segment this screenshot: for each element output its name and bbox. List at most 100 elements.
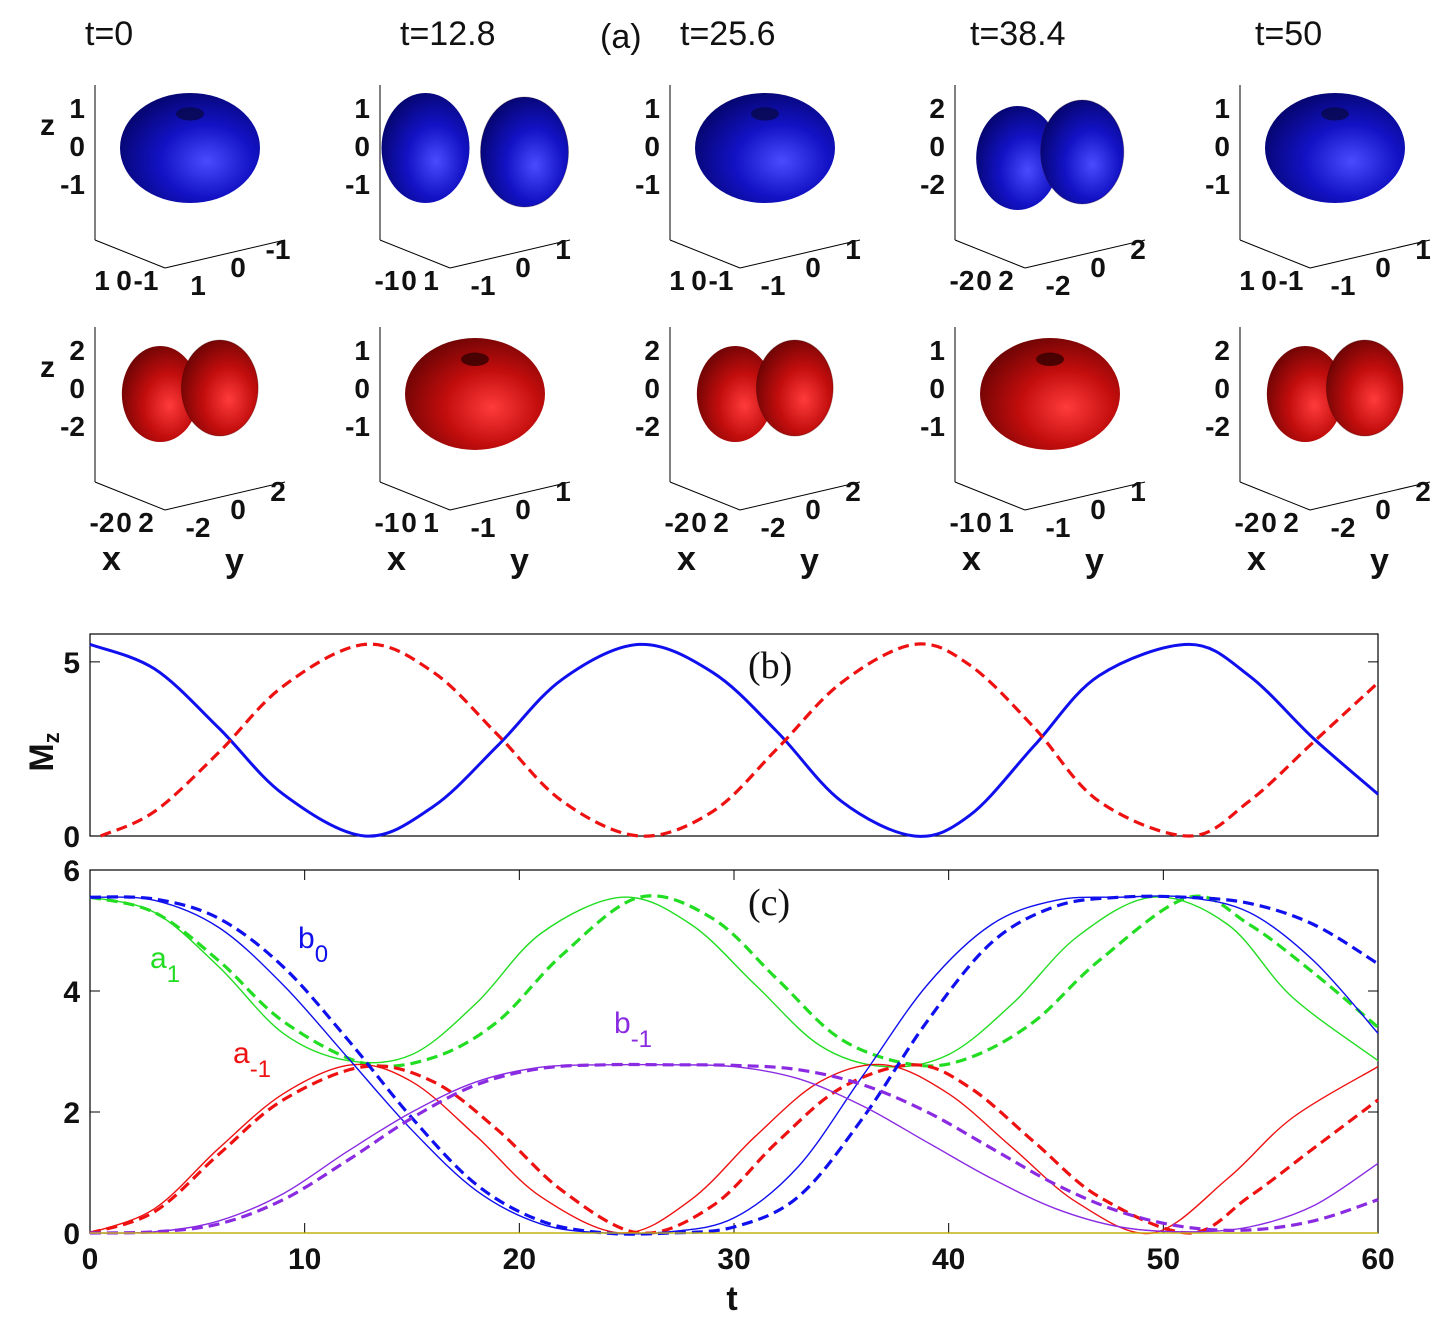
- x-axis-line: [669, 481, 741, 511]
- y-tick-label: 0: [230, 494, 246, 525]
- curve-label-3: b-1: [614, 1007, 652, 1053]
- z-tick-label: 0: [354, 373, 370, 404]
- z-tick-label: 0: [929, 373, 945, 404]
- x-tick-label: 2: [138, 507, 154, 538]
- snapshot-time-1: t=12.8: [400, 15, 495, 53]
- snapshot-row1-1: 10-1-1 0 1 -101: [345, 85, 571, 301]
- y-tick-label: 0: [1375, 252, 1391, 283]
- z-tick-label: -1: [635, 169, 660, 200]
- lobe-isosurface-left: [121, 346, 199, 442]
- x-tick-label: 1: [669, 265, 685, 296]
- y-tick-label: 2: [63, 1097, 80, 1130]
- x-tick-label: -1: [1279, 265, 1304, 296]
- x-tick-label: 1: [94, 265, 110, 296]
- series-line-1: [100, 642, 1380, 838]
- x-tick-label: 2: [1283, 507, 1299, 538]
- x-tick-label: 0: [1261, 507, 1277, 538]
- x-axis-line: [954, 239, 1026, 269]
- y-axis-line: [164, 481, 286, 511]
- curve-label-sub: -1: [250, 1056, 271, 1083]
- x-axis-line: [94, 239, 166, 269]
- panel-b-frame: [89, 633, 1379, 837]
- snapshot-time-2: t=25.6: [680, 15, 775, 53]
- lobe-isosurface-right: [1040, 99, 1125, 205]
- curve-label-main: b: [614, 1007, 631, 1040]
- x-tick-label: -1: [134, 265, 159, 296]
- curve-label-sub: 0: [315, 941, 328, 968]
- panel-c-xlabel: t: [726, 1280, 737, 1318]
- curve-label-2: a-1: [233, 1037, 271, 1083]
- y-tick-label: -1: [761, 270, 786, 301]
- y-tick-label: -2: [186, 512, 211, 543]
- series-line-2: [89, 1063, 1379, 1235]
- y-axis-line: [1024, 239, 1146, 269]
- x-tick-label: 2: [998, 265, 1014, 296]
- z-tick-label: -1: [345, 411, 370, 442]
- z-tick-label: 2: [644, 335, 660, 366]
- lobe-isosurface-right: [480, 96, 569, 208]
- y-tick-label: 0: [1375, 494, 1391, 525]
- panel-b-ylabel-sub: z: [39, 732, 64, 743]
- x-tick-label: 0: [116, 507, 132, 538]
- x-axis-line: [1239, 481, 1311, 511]
- x-tick-label: 30: [717, 1243, 750, 1276]
- y-tick-label: 0: [1090, 494, 1106, 525]
- series-line-7: [89, 1062, 1379, 1235]
- y-tick-label: 6: [63, 855, 80, 888]
- torus-hole: [1321, 107, 1349, 121]
- y-axis-line: [1309, 481, 1431, 511]
- snapshot-row1-4: 10-11 0 -1 -101: [1205, 85, 1431, 301]
- z-tick-label: 1: [644, 93, 660, 124]
- x-tick-label: -1: [709, 265, 734, 296]
- z-tick-label: -2: [635, 411, 660, 442]
- x-axis-name: x: [102, 540, 121, 578]
- y-tick-label: 0: [805, 494, 821, 525]
- x-tick-label: 1: [1239, 265, 1255, 296]
- y-tick-label: 1: [845, 234, 861, 265]
- y-axis-line: [164, 239, 286, 269]
- y-tick-label: 0: [63, 1218, 80, 1251]
- z-tick-label: -1: [1205, 169, 1230, 200]
- x-axis-name: x: [1247, 540, 1266, 578]
- y-axis-name: y: [510, 542, 529, 580]
- torus-isosurface: [120, 93, 260, 203]
- z-tick-label: 2: [69, 335, 85, 366]
- torus-hole: [176, 107, 204, 121]
- panel-c-series: [89, 894, 1380, 1236]
- y-tick-label: 1: [1415, 234, 1431, 265]
- x-tick-label: -2: [90, 507, 115, 538]
- lobe-isosurface-right: [180, 339, 259, 437]
- x-tick-label: 20: [503, 1243, 536, 1276]
- series-line-5: [89, 894, 1379, 1236]
- y-tick-label: -1: [1046, 512, 1071, 543]
- snapshot-row1-0: 10-11 0 -1 10-1z: [40, 85, 290, 301]
- lobe-isosurface-right: [1325, 339, 1404, 437]
- z-tick-label: 1: [69, 93, 85, 124]
- x-tick-label: 0: [401, 265, 417, 296]
- series-line-6: [89, 1063, 1379, 1234]
- z-tick-label: -1: [920, 411, 945, 442]
- series-line-1: [89, 894, 1380, 1068]
- panel-b-ylabel: Mz: [23, 732, 64, 771]
- snapshot-row1-3: 20-2-2 0 2 -202: [920, 85, 1146, 301]
- z-tick-label: -1: [345, 169, 370, 200]
- y-axis-line: [739, 239, 861, 269]
- lobe-isosurface-left: [976, 106, 1060, 210]
- y-tick-label: 0: [1090, 252, 1106, 283]
- x-tick-label: 0: [976, 265, 992, 296]
- x-axis-line: [94, 481, 166, 511]
- z-axis-name: z: [40, 351, 55, 384]
- series-line-0: [89, 896, 1379, 1068]
- y-tick-label: -2: [1046, 270, 1071, 301]
- y-tick-label: 1: [190, 270, 206, 301]
- torus-hole: [461, 352, 489, 366]
- x-tick-label: 40: [932, 1243, 965, 1276]
- x-tick-label: 0: [116, 265, 132, 296]
- x-tick-label: 1: [998, 507, 1014, 538]
